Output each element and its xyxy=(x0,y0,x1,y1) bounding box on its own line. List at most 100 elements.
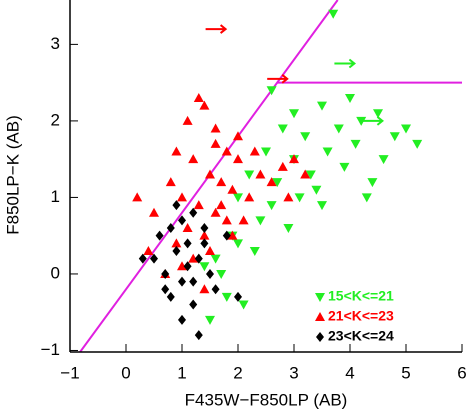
limit-arrow xyxy=(205,24,228,34)
point xyxy=(339,162,350,172)
point xyxy=(221,215,232,225)
point xyxy=(266,86,277,96)
point xyxy=(317,201,327,211)
x-tick-label: 0 xyxy=(121,363,130,382)
point xyxy=(283,192,294,202)
point xyxy=(378,155,389,165)
y-tick-label: 3 xyxy=(51,34,60,53)
point xyxy=(210,207,221,217)
point xyxy=(200,223,209,234)
point xyxy=(166,223,175,234)
point xyxy=(193,92,204,102)
y-tick-label: 0 xyxy=(51,263,60,282)
point xyxy=(205,245,215,255)
point xyxy=(300,169,311,179)
point xyxy=(165,177,176,187)
legend-label: 15<K<=21 xyxy=(328,288,394,304)
point xyxy=(316,332,324,342)
x-tick-label: 1 xyxy=(177,363,186,382)
point xyxy=(143,245,154,255)
point xyxy=(189,276,198,287)
point xyxy=(216,177,227,187)
point xyxy=(255,169,266,179)
point xyxy=(189,299,198,310)
limit-arrow xyxy=(362,116,385,126)
point xyxy=(188,253,199,263)
point xyxy=(216,269,227,279)
point xyxy=(177,261,187,271)
point xyxy=(249,146,260,156)
point xyxy=(132,192,143,202)
point xyxy=(227,184,238,194)
x-tick-label: −1 xyxy=(60,363,79,382)
point xyxy=(249,246,260,256)
point xyxy=(317,101,327,111)
point xyxy=(300,132,311,142)
point xyxy=(171,238,182,248)
point xyxy=(233,131,243,141)
point xyxy=(244,192,255,202)
point xyxy=(367,178,378,188)
point xyxy=(172,245,181,256)
point xyxy=(178,276,186,287)
point xyxy=(199,262,210,272)
point xyxy=(266,177,277,187)
point xyxy=(234,291,242,302)
point xyxy=(189,207,198,218)
point xyxy=(178,215,186,226)
point xyxy=(222,230,231,241)
point xyxy=(345,93,355,103)
point xyxy=(277,161,288,171)
point xyxy=(311,185,322,195)
point xyxy=(199,284,210,294)
y-tick-label: −1 xyxy=(41,340,60,359)
point xyxy=(206,268,214,279)
point xyxy=(183,261,192,272)
point xyxy=(177,192,187,202)
point xyxy=(289,109,299,119)
point xyxy=(261,147,271,157)
point xyxy=(155,230,164,241)
x-tick-label: 5 xyxy=(401,363,410,382)
point xyxy=(322,147,333,157)
point xyxy=(277,124,288,134)
point xyxy=(233,154,243,164)
point xyxy=(188,154,199,164)
y-tick-label: 2 xyxy=(51,110,60,129)
point xyxy=(210,254,221,264)
point xyxy=(227,230,238,240)
point xyxy=(361,193,372,203)
point xyxy=(178,314,186,325)
point xyxy=(255,216,266,226)
point xyxy=(194,330,203,341)
point xyxy=(289,154,299,164)
x-axis-label: F435W−F850LP (AB) xyxy=(185,390,348,409)
point xyxy=(356,116,367,126)
limit-arrow xyxy=(334,58,357,69)
x-tick-label: 4 xyxy=(345,363,354,382)
legend-label: 23<K<=24 xyxy=(328,328,394,344)
legend-label: 21<K<=23 xyxy=(328,308,394,324)
point xyxy=(200,238,209,249)
point xyxy=(172,200,181,211)
point xyxy=(161,284,170,295)
point xyxy=(221,146,232,156)
point xyxy=(272,178,283,188)
point xyxy=(166,291,175,302)
point xyxy=(266,201,277,211)
point xyxy=(233,193,243,203)
point xyxy=(401,124,411,134)
point xyxy=(238,300,249,310)
point xyxy=(328,9,339,19)
plot-area xyxy=(79,0,462,352)
point xyxy=(205,315,215,325)
point xyxy=(210,138,221,148)
point xyxy=(305,170,316,180)
point xyxy=(171,146,182,156)
point xyxy=(221,292,232,302)
point xyxy=(315,312,325,321)
limit-arrow xyxy=(267,74,289,84)
point xyxy=(216,200,227,210)
point xyxy=(150,253,158,264)
